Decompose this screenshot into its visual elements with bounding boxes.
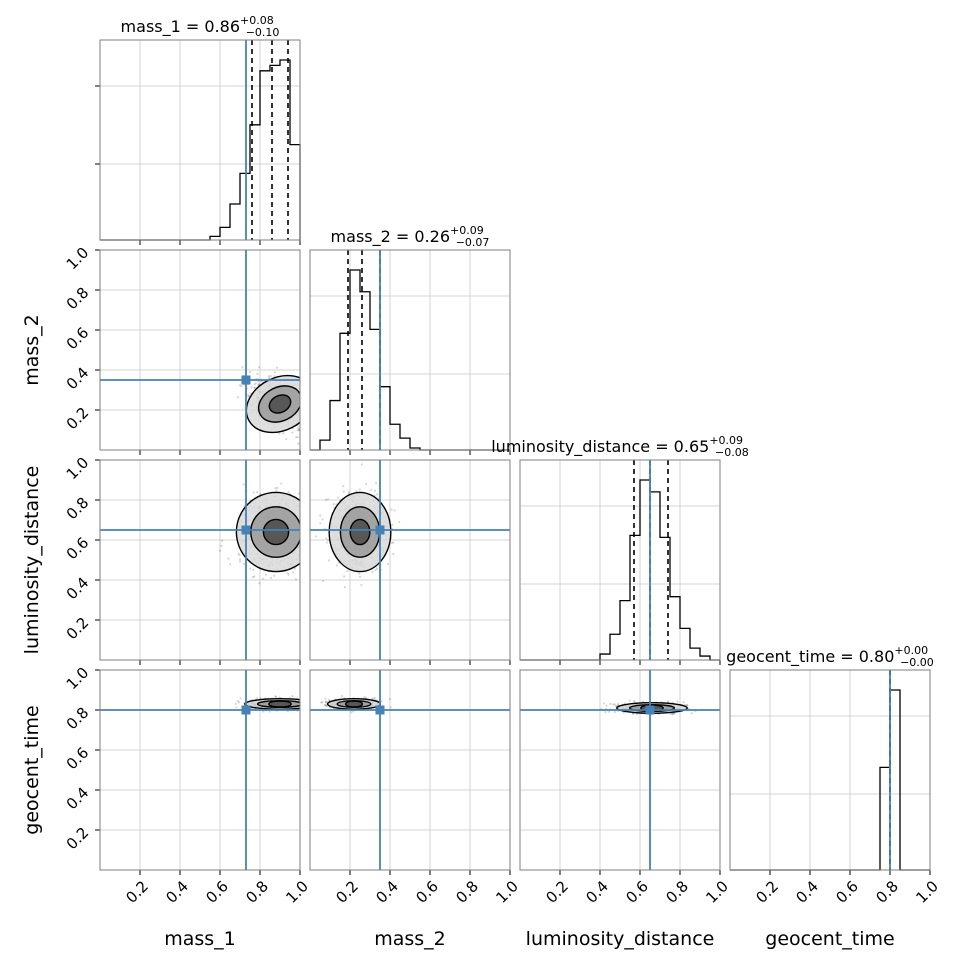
xtick-label: 1.0 (282, 877, 312, 907)
ytick-label: 0.4 (63, 364, 93, 394)
ytick-label: 0.6 (63, 744, 93, 774)
ytick-label: 0.8 (63, 284, 93, 314)
xtick-label: 0.6 (622, 877, 652, 907)
panel-frame (99, 459, 301, 661)
xtick-label: 0.6 (202, 877, 232, 907)
panel-luminosity_distance-vs-luminosity_distance (519, 459, 721, 665)
ytick-label: 0.4 (63, 574, 93, 604)
truth-marker (375, 525, 385, 535)
panel-geocent_time-vs-geocent_time (729, 669, 931, 875)
panel-mass_1-vs-mass_1 (95, 39, 301, 245)
ytick-label: 0.2 (63, 824, 93, 854)
contour-level-2 (262, 518, 290, 546)
xaxis-label-mass_2: mass_2 (374, 928, 446, 950)
density-points (236, 366, 300, 445)
histogram-mass_1 (100, 59, 301, 241)
ytick-label: 0.8 (63, 494, 93, 524)
xtick-label: 0.6 (412, 877, 442, 907)
panel-frame (519, 669, 721, 871)
xtick-label: 1.0 (702, 877, 732, 907)
contour-level-2 (268, 394, 292, 414)
panel-frame (99, 39, 301, 241)
xtick-label: 0.4 (162, 877, 192, 907)
ytick-label: 1.0 (63, 454, 93, 484)
panel-frame (99, 249, 301, 451)
xaxis-label-mass_1: mass_1 (164, 928, 236, 950)
ytick-label: 0.2 (63, 404, 93, 434)
histogram-mass_2 (310, 269, 510, 451)
xtick-label: 0.8 (242, 877, 272, 907)
xtick-label: 0.4 (792, 877, 822, 907)
truth-marker (241, 705, 251, 715)
ytick-label: 0.8 (63, 704, 93, 734)
panel-title-luminosity_distance: luminosity_distance = 0.65+0.09 −0.08 (491, 434, 749, 459)
histogram-geocent_time (730, 689, 930, 871)
xtick-label: 1.0 (492, 877, 522, 907)
yaxis-label-geocent_time: geocent_time (21, 705, 43, 834)
contour-level-2 (349, 518, 371, 546)
density-points (315, 463, 401, 589)
panel-mass_2-vs-mass_2 (309, 249, 511, 455)
panel-title-geocent_time: geocent_time = 0.80+0.00 −0.00 (726, 644, 934, 669)
xtick-label: 0.2 (542, 877, 572, 907)
truth-marker (645, 705, 655, 715)
xtick-label: 0.6 (832, 877, 862, 907)
xtick-label: 0.8 (872, 877, 902, 907)
panel-frame (309, 669, 511, 871)
xtick-label: 0.8 (662, 877, 692, 907)
panel-geocent_time-vs-mass_2 (309, 669, 511, 875)
panel-luminosity_distance-vs-mass_1: 0.2 0.4 0.6 0.8 1.0 (63, 454, 301, 665)
panel-frame (309, 459, 511, 661)
xtick-label: 0.2 (122, 877, 152, 907)
truth-marker (241, 375, 251, 385)
ytick-label: 0.6 (63, 534, 93, 564)
panel-title-mass_2: mass_2 = 0.26+0.09 −0.07 (331, 224, 490, 249)
xtick-label: 1.0 (912, 877, 942, 907)
truth-marker (241, 525, 251, 535)
ytick-label: 1.0 (63, 664, 93, 694)
truth-marker (375, 705, 385, 715)
xaxis-label-luminosity_distance: luminosity_distance (526, 928, 715, 950)
panel-frame (309, 249, 511, 451)
density-points (320, 694, 392, 714)
panel-geocent_time-vs-luminosity_distance (519, 669, 721, 875)
ytick-label: 0.6 (63, 324, 93, 354)
xtick-label: 0.2 (752, 877, 782, 907)
panel-mass_2-vs-mass_1: 0.2 0.4 0.6 0.8 1.0 (63, 244, 301, 455)
density-points (234, 694, 300, 713)
contour-level-2 (268, 700, 292, 708)
panel-frame (729, 669, 931, 871)
density-points (218, 482, 300, 585)
histogram-luminosity_distance (520, 479, 720, 661)
panel-geocent_time-vs-mass_1: 0.2 0.4 0.6 0.8 1.0 (63, 664, 301, 875)
panel-luminosity_distance-vs-mass_2 (309, 459, 511, 665)
panel-frame (99, 669, 301, 871)
xtick-label: 0.4 (582, 877, 612, 907)
panel-frame (519, 459, 721, 661)
yaxis-label-luminosity_distance: luminosity_distance (21, 466, 43, 655)
xaxis-label-geocent_time: geocent_time (765, 928, 894, 950)
yaxis-label-mass_2: mass_2 (21, 314, 43, 386)
panel-title-mass_1: mass_1 = 0.86+0.08 −0.10 (121, 14, 280, 39)
xtick-label: 0.4 (372, 877, 402, 907)
ytick-label: 0.4 (63, 784, 93, 814)
ytick-label: 1.0 (63, 244, 93, 274)
xtick-label: 0.8 (452, 877, 482, 907)
ytick-label: 0.2 (63, 614, 93, 644)
xtick-label: 0.2 (332, 877, 362, 907)
contour-level-2 (344, 700, 364, 708)
